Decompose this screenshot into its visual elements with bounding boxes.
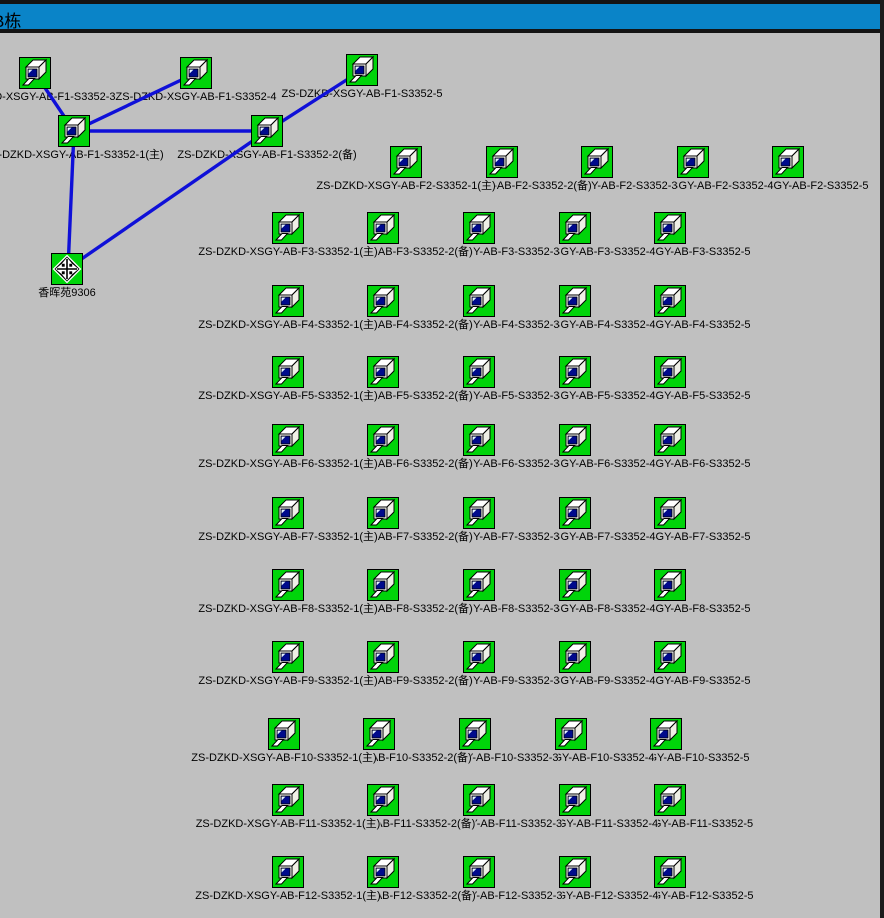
switch-icon[interactable] bbox=[559, 641, 591, 673]
switch-icon[interactable] bbox=[654, 285, 686, 317]
switch-icon[interactable] bbox=[367, 285, 399, 317]
switch-icon[interactable] bbox=[272, 856, 304, 888]
router-icon[interactable] bbox=[51, 253, 83, 285]
switch-icon[interactable] bbox=[654, 424, 686, 456]
switch-icon[interactable] bbox=[559, 356, 591, 388]
switch-icon[interactable] bbox=[463, 424, 495, 456]
switch-icon[interactable] bbox=[272, 641, 304, 673]
switch-icon[interactable] bbox=[559, 212, 591, 244]
switch-icon[interactable] bbox=[654, 212, 686, 244]
switch-icon[interactable] bbox=[463, 356, 495, 388]
map-title-bar: B栋 bbox=[0, 4, 884, 31]
switch-icon[interactable] bbox=[559, 856, 591, 888]
switch-icon[interactable] bbox=[654, 569, 686, 601]
switch-icon[interactable] bbox=[180, 57, 212, 89]
switch-icon[interactable] bbox=[367, 212, 399, 244]
switch-icon[interactable] bbox=[272, 784, 304, 816]
switch-icon[interactable] bbox=[363, 718, 395, 750]
switch-icon[interactable] bbox=[268, 718, 300, 750]
switch-icon[interactable] bbox=[463, 569, 495, 601]
switch-icon[interactable] bbox=[463, 856, 495, 888]
switch-icon[interactable] bbox=[677, 146, 709, 178]
switch-icon[interactable] bbox=[367, 356, 399, 388]
switch-icon[interactable] bbox=[463, 641, 495, 673]
switch-icon[interactable] bbox=[559, 569, 591, 601]
switch-icon[interactable] bbox=[559, 497, 591, 529]
switch-icon[interactable] bbox=[367, 424, 399, 456]
switch-icon[interactable] bbox=[367, 569, 399, 601]
node-label: ZS-DZKD-XSGY-AB-F8-S3352-1(主) bbox=[198, 603, 378, 616]
switch-icon[interactable] bbox=[559, 784, 591, 816]
switch-icon[interactable] bbox=[272, 356, 304, 388]
switch-icon[interactable] bbox=[650, 718, 682, 750]
switch-icon[interactable] bbox=[367, 641, 399, 673]
topology-link[interactable] bbox=[73, 71, 197, 133]
title-bar-divider bbox=[0, 29, 884, 33]
switch-icon[interactable] bbox=[654, 641, 686, 673]
node-label: ZS-DZKD-XSGY-AB-F6-S3352-1(主) bbox=[198, 458, 378, 471]
node-label: ZS-DZKD-XSGY-AB-F4-S3352-1(主) bbox=[198, 319, 378, 332]
window-border-top bbox=[0, 0, 884, 4]
switch-icon[interactable] bbox=[58, 115, 90, 147]
switch-icon[interactable] bbox=[654, 856, 686, 888]
node-label: ZS-DZKD-XSGY-AB-F1-S3352-1(主) bbox=[0, 149, 164, 161]
switch-icon[interactable] bbox=[559, 424, 591, 456]
switch-icon[interactable] bbox=[772, 146, 804, 178]
node-label: ZS-DZKD-XSGY-AB-F10-S3352-1(主) bbox=[191, 752, 377, 765]
switch-icon[interactable] bbox=[654, 497, 686, 529]
switch-icon[interactable] bbox=[367, 497, 399, 529]
switch-icon[interactable] bbox=[272, 212, 304, 244]
switch-icon[interactable] bbox=[272, 497, 304, 529]
node-label: 香晖苑9306 bbox=[38, 287, 96, 299]
switch-icon[interactable] bbox=[272, 424, 304, 456]
switch-icon[interactable] bbox=[463, 497, 495, 529]
node-label: ZS-DZKD-XSGY-AB-F12-S3352-1(主) bbox=[195, 890, 381, 903]
node-label: ZS-DZKD-XSGY-AB-F3-S3352-1(主) bbox=[198, 246, 378, 259]
map-title: B栋 bbox=[0, 12, 22, 31]
switch-icon[interactable] bbox=[486, 146, 518, 178]
switch-icon[interactable] bbox=[581, 146, 613, 178]
window-border-right bbox=[880, 0, 884, 918]
node-label: ZS-DZKD-XSGY-AB-F11-S3352-1(主) bbox=[195, 818, 381, 831]
switch-icon[interactable] bbox=[555, 718, 587, 750]
switch-icon[interactable] bbox=[251, 115, 283, 147]
node-label: ZS-DZKD-XSGY-AB-F1-S3352-2(备) bbox=[177, 149, 357, 161]
switch-icon[interactable] bbox=[272, 569, 304, 601]
topology-link[interactable] bbox=[66, 129, 268, 271]
switch-icon[interactable] bbox=[367, 856, 399, 888]
switch-icon[interactable] bbox=[654, 784, 686, 816]
switch-icon[interactable] bbox=[463, 784, 495, 816]
node-label: ZS-DZKD-XSGY-AB-F5-S3352-1(主) bbox=[198, 390, 378, 403]
node-label: ZS-DZKD-XSGY-AB-F9-S3352-1(主) bbox=[198, 675, 378, 688]
node-label: ZS-DZKD-XSGY-AB-F2-S3352-1(主) bbox=[316, 180, 496, 193]
switch-icon[interactable] bbox=[346, 54, 378, 86]
node-label: ZS-DZKD-XSGY-AB-F7-S3352-1(主) bbox=[198, 531, 378, 544]
switch-icon[interactable] bbox=[559, 285, 591, 317]
switch-icon[interactable] bbox=[367, 784, 399, 816]
switch-icon[interactable] bbox=[463, 212, 495, 244]
switch-icon[interactable] bbox=[463, 285, 495, 317]
node-label: ZS-DZKD-XSGY-AB-F1-S3352-3 bbox=[0, 91, 116, 103]
switch-icon[interactable] bbox=[390, 146, 422, 178]
switch-icon[interactable] bbox=[272, 285, 304, 317]
switch-icon[interactable] bbox=[19, 57, 51, 89]
switch-icon[interactable] bbox=[459, 718, 491, 750]
topology-link[interactable] bbox=[66, 130, 76, 270]
switch-icon[interactable] bbox=[654, 356, 686, 388]
